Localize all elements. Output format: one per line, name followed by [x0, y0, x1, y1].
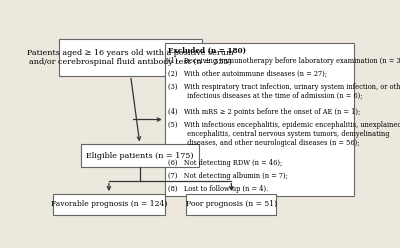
FancyBboxPatch shape — [186, 194, 276, 215]
Text: (3)   With respiratory tract infection, urinary system infection, or other
     : (3) With respiratory tract infection, ur… — [168, 83, 400, 100]
Text: (4)   With mRS ≥ 2 points before the onset of AE (n = 1);: (4) With mRS ≥ 2 points before the onset… — [168, 108, 361, 116]
Text: (5)   With infectious encephalitis, epidemic encephalitis, unexplained
         : (5) With infectious encephalitis, epidem… — [168, 121, 400, 148]
Text: Poor prognosis (n = 51): Poor prognosis (n = 51) — [186, 200, 277, 209]
Text: (1)   Receiving immunotherapy before laboratory examination (n = 33);: (1) Receiving immunotherapy before labor… — [168, 57, 400, 65]
Text: (2)   With other autoimmune diseases (n = 27);: (2) With other autoimmune diseases (n = … — [168, 70, 328, 78]
Text: Eligible patients (n = 175): Eligible patients (n = 175) — [86, 152, 194, 160]
FancyBboxPatch shape — [81, 144, 199, 167]
FancyBboxPatch shape — [53, 194, 165, 215]
Text: Favorable prognosis (n = 124): Favorable prognosis (n = 124) — [51, 200, 167, 209]
FancyBboxPatch shape — [59, 39, 202, 76]
Text: (8)   Lost to follow-up (n = 4).: (8) Lost to follow-up (n = 4). — [168, 185, 269, 193]
Text: (6)   Not detecting RDW (n = 46);: (6) Not detecting RDW (n = 46); — [168, 159, 283, 167]
Text: Excluded (n = 180): Excluded (n = 180) — [168, 47, 246, 55]
Text: Patients aged ≥ 16 years old with a positive serum
and/or cerebrospinal fluid an: Patients aged ≥ 16 years old with a posi… — [27, 49, 234, 66]
FancyBboxPatch shape — [165, 43, 354, 196]
Text: (7)   Not detecting albumin (n = 7);: (7) Not detecting albumin (n = 7); — [168, 172, 288, 180]
